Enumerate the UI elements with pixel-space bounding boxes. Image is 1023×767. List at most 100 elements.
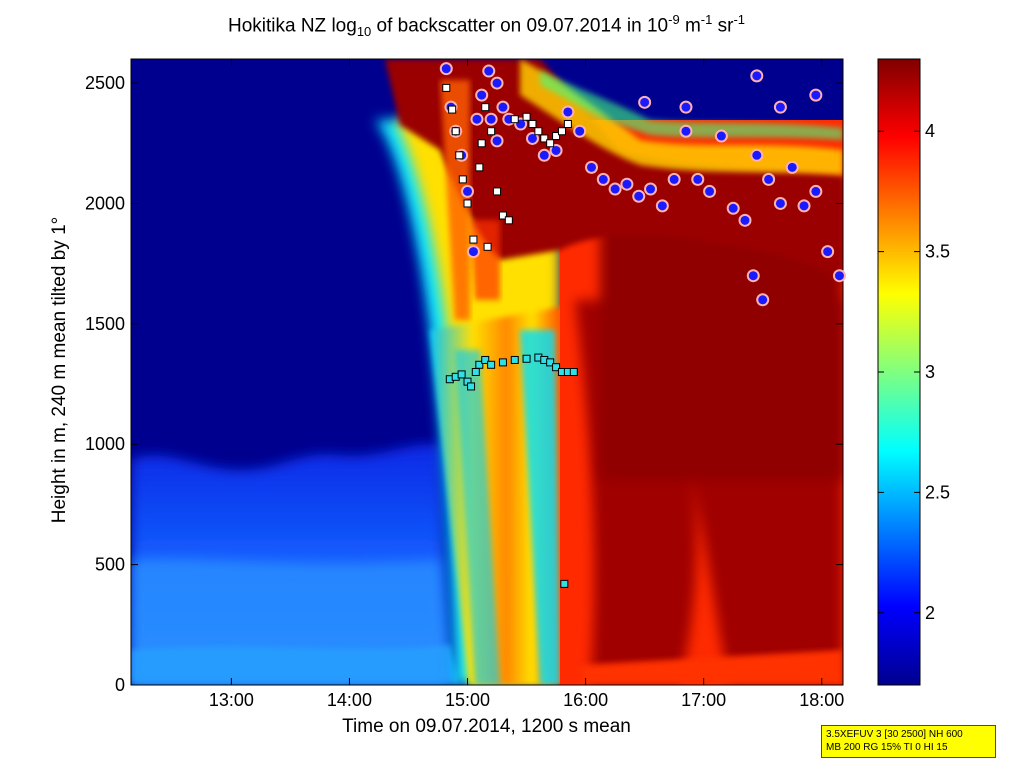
plot-frame bbox=[130, 58, 844, 686]
cloud-top-point bbox=[773, 196, 787, 210]
cloud-base-point bbox=[481, 355, 490, 364]
x-axis-label: Time on 09.07.2014, 1200 s mean bbox=[342, 716, 631, 737]
cloud-base-point bbox=[498, 358, 507, 367]
cloud-base-series bbox=[445, 353, 578, 588]
cloud-top-point bbox=[584, 160, 598, 174]
layer-point bbox=[448, 105, 457, 114]
cloud-top-point bbox=[461, 184, 475, 198]
cloud-top-point bbox=[549, 143, 563, 157]
cloud-top-point bbox=[797, 199, 811, 213]
y-tick-label: 500 bbox=[95, 555, 125, 575]
cloud-top-point bbox=[756, 293, 770, 307]
colorbar-tick-label: 2.5 bbox=[925, 482, 950, 502]
cloud-top-point bbox=[703, 184, 717, 198]
cloud-base-point bbox=[457, 370, 466, 379]
cloud-top-point bbox=[608, 182, 622, 196]
y-axis-label: Height in m, 240 m mean tilted by 1° bbox=[49, 216, 70, 524]
cloud-top-point bbox=[762, 172, 776, 186]
x-tick-label: 16:00 bbox=[563, 690, 608, 710]
cloud-top-point bbox=[439, 62, 453, 76]
chart-title: Hokitika NZ log10 of backscatter on 09.0… bbox=[227, 12, 746, 40]
cloud-base-point bbox=[510, 355, 519, 364]
cloud-top-point bbox=[525, 131, 539, 145]
layer-point bbox=[540, 134, 549, 143]
cloud-base-point bbox=[552, 363, 561, 372]
cloud-base-point bbox=[522, 354, 531, 363]
cloud-base-point bbox=[475, 360, 484, 369]
cloud-top-point bbox=[496, 100, 510, 114]
cloud-top-point bbox=[482, 64, 496, 78]
colorbar-ticks: 2 2.5 3 3.5 4 bbox=[878, 121, 950, 623]
cloud-top-point bbox=[470, 112, 484, 126]
colorbar-tick-label: 3 bbox=[925, 362, 935, 382]
cloud-top-point bbox=[620, 177, 634, 191]
layer-point bbox=[481, 103, 490, 112]
cloud-top-point bbox=[573, 124, 587, 138]
layer-point bbox=[475, 163, 484, 172]
cloud-base-point bbox=[487, 360, 496, 369]
settings-info-box: 3.5XEFUV 3 [30 2500] NH 600 MB 200 RG 15… bbox=[821, 725, 996, 758]
cloud-top-point bbox=[679, 100, 693, 114]
cloud-top-point bbox=[667, 172, 681, 186]
cloud-base-point bbox=[569, 368, 578, 376]
x-axis-ticks: 13:00 14:00 15:00 16:00 17:00 18:00 bbox=[209, 59, 844, 710]
cloud-base-point bbox=[471, 368, 480, 376]
y-tick-label: 0 bbox=[115, 675, 125, 695]
colorbar-tick-label: 3.5 bbox=[925, 242, 950, 262]
cloud-top-point bbox=[773, 100, 787, 114]
heatmap-area bbox=[131, 59, 843, 685]
y-axis-ticks: 0 500 1000 1500 2000 2500 bbox=[85, 73, 843, 695]
y-tick-label: 2000 bbox=[85, 193, 125, 213]
layer-point bbox=[451, 127, 460, 136]
y-tick-label: 1000 bbox=[85, 434, 125, 454]
x-tick-label: 13:00 bbox=[209, 690, 254, 710]
layer-point bbox=[522, 112, 531, 121]
cloud-top-point bbox=[490, 134, 504, 148]
layer-point bbox=[504, 216, 513, 225]
cloud-top-point bbox=[750, 148, 764, 162]
x-tick-label: 17:00 bbox=[681, 690, 726, 710]
cloud-top-point bbox=[596, 172, 610, 186]
cloud-top-point bbox=[644, 182, 658, 196]
cloud-top-point bbox=[785, 160, 799, 174]
colorbar-tick-label: 4 bbox=[925, 121, 935, 141]
layer-point bbox=[477, 139, 486, 148]
cloud-top-point bbox=[691, 172, 705, 186]
cloud-top-point bbox=[738, 213, 752, 227]
cloud-top-series bbox=[439, 62, 846, 307]
layer-point bbox=[563, 120, 572, 129]
x-tick-label: 14:00 bbox=[327, 690, 372, 710]
layer-point bbox=[498, 211, 507, 220]
layer-point bbox=[510, 115, 519, 124]
cloud-top-point bbox=[809, 184, 823, 198]
cloud-top-point bbox=[750, 69, 764, 83]
layer-point bbox=[483, 242, 492, 251]
info-line-2: MB 200 RG 15% TI 0 HI 15 bbox=[826, 742, 948, 753]
layer-point bbox=[534, 127, 543, 136]
layer-point bbox=[546, 139, 555, 148]
cloud-top-point bbox=[714, 129, 728, 143]
layer-point bbox=[469, 235, 478, 244]
cloud-top-point bbox=[726, 201, 740, 215]
layer-point bbox=[455, 151, 464, 160]
cloud-top-point bbox=[484, 112, 498, 126]
cloud-base-point bbox=[546, 358, 555, 367]
cloud-top-point bbox=[655, 199, 669, 213]
layer-point bbox=[463, 199, 472, 208]
y-tick-label: 1500 bbox=[85, 314, 125, 334]
cloud-top-point bbox=[809, 88, 823, 102]
cloud-base-point bbox=[467, 382, 476, 391]
x-tick-label: 18:00 bbox=[799, 690, 844, 710]
layer-point bbox=[487, 127, 496, 136]
x-tick-label: 15:00 bbox=[445, 690, 490, 710]
cloud-top-point bbox=[490, 76, 504, 90]
cloud-base-point bbox=[560, 579, 569, 588]
layer-point bbox=[493, 187, 502, 196]
cloud-top-point bbox=[537, 148, 551, 162]
cloud-top-point bbox=[832, 269, 846, 283]
layer-point bbox=[557, 127, 566, 136]
cloud-top-point bbox=[466, 245, 480, 259]
cloud-top-point bbox=[632, 189, 646, 203]
layer-point bbox=[442, 83, 451, 92]
